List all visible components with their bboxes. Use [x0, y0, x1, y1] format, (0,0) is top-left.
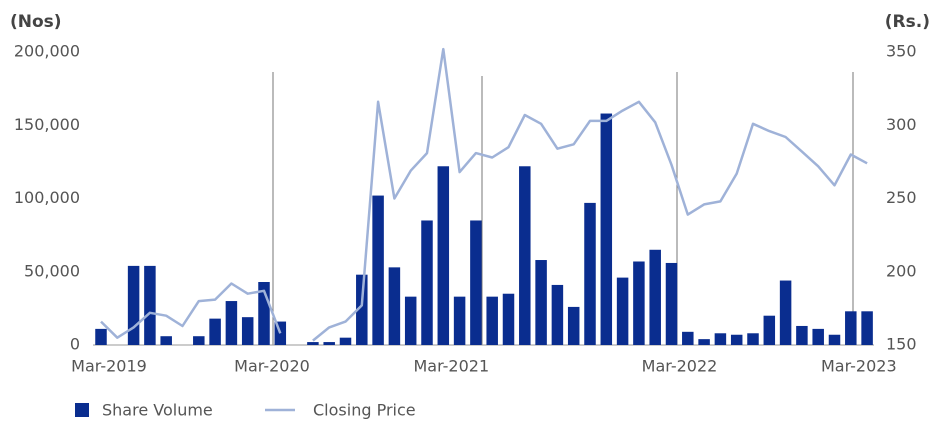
bar	[649, 249, 661, 345]
bar	[486, 296, 498, 345]
bar	[193, 336, 205, 345]
y2-tick-label: 250	[886, 188, 917, 207]
y-tick-label: 50,000	[24, 261, 80, 280]
bar	[714, 333, 727, 345]
y-tick-label: 150,000	[14, 115, 80, 134]
y2-axis-label: (Rs.)	[885, 12, 930, 32]
bar	[323, 342, 335, 345]
bar	[584, 202, 596, 345]
x-tick-label: Mar-2019	[71, 357, 147, 376]
bar	[453, 296, 466, 345]
y2-tick-label: 300	[886, 115, 917, 134]
price-line	[100, 47, 868, 342]
bar	[812, 328, 824, 345]
bar	[241, 317, 254, 345]
y-tick-label: 0	[70, 335, 80, 354]
legend-label: Share Volume	[102, 401, 213, 420]
bar	[828, 334, 841, 345]
bar	[160, 336, 172, 345]
bar	[633, 261, 645, 345]
y2-tick-label: 200	[886, 261, 917, 280]
bar	[845, 311, 857, 345]
bar	[144, 265, 156, 345]
bar	[258, 282, 270, 345]
bar	[861, 311, 873, 345]
bar	[567, 306, 580, 345]
bar	[502, 293, 515, 345]
bar	[95, 328, 107, 345]
bar	[535, 260, 547, 345]
y-tick-label: 200,000	[14, 42, 80, 61]
x-tick-label: Mar-2020	[234, 357, 310, 376]
legend-label: Closing Price	[313, 401, 416, 420]
x-tick-label: Mar-2021	[413, 357, 489, 376]
bar	[225, 301, 238, 345]
legend-swatch	[75, 403, 89, 417]
y2-tick-label: 350	[886, 42, 917, 61]
y-tick-label: 100,000	[14, 188, 80, 207]
bar	[372, 195, 384, 345]
bar	[209, 318, 221, 345]
bar	[616, 277, 629, 345]
y-axis-label: (Nos)	[10, 12, 62, 32]
bar	[470, 220, 482, 345]
bar	[519, 166, 531, 345]
bar	[551, 284, 564, 345]
bar	[127, 265, 140, 345]
bar	[747, 333, 759, 345]
bar	[779, 280, 792, 345]
bar	[356, 274, 368, 345]
x-tick-label: Mar-2023	[821, 357, 897, 376]
y2-tick-label: 150	[886, 335, 917, 354]
bar	[600, 113, 613, 345]
bar	[730, 334, 743, 345]
x-tick-label: Mar-2022	[642, 357, 718, 376]
bar	[682, 331, 694, 345]
bar	[437, 166, 450, 345]
bar	[307, 342, 319, 345]
bar	[665, 262, 678, 345]
bar	[339, 337, 352, 345]
bar	[796, 325, 808, 345]
bar	[388, 267, 401, 345]
bar	[698, 339, 710, 345]
bar	[404, 296, 417, 345]
bar	[421, 220, 433, 345]
bar	[763, 315, 776, 345]
